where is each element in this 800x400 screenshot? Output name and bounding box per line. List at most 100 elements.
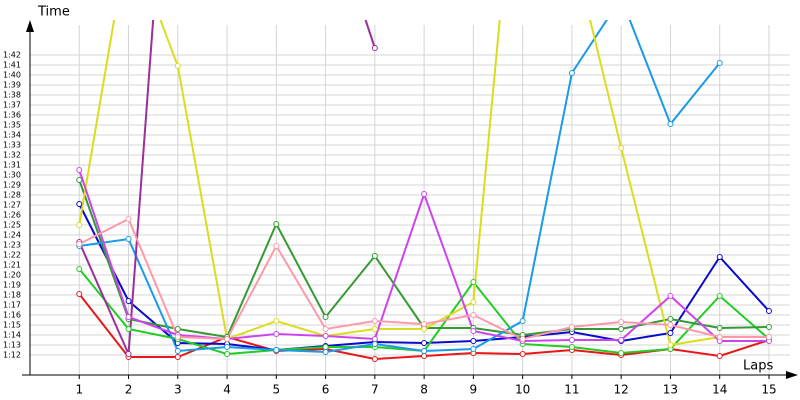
point-marker — [322, 314, 329, 320]
point-marker — [716, 353, 723, 359]
x-tick-label: 8 — [420, 383, 428, 397]
point-marker — [224, 351, 231, 357]
y-tick-label: 1:42 — [3, 51, 21, 60]
point-marker — [421, 348, 428, 354]
point-marker — [76, 177, 83, 183]
x-tick-label: 4 — [223, 383, 231, 397]
y-tick-label: 1:13 — [3, 341, 21, 350]
point-marker — [765, 334, 772, 340]
point-marker — [273, 347, 280, 353]
point-marker — [470, 346, 477, 352]
x-tick-label: 14 — [712, 383, 727, 397]
x-tick-label: 12 — [614, 383, 629, 397]
y-axis-arrow — [26, 20, 34, 32]
point-marker — [618, 145, 625, 151]
point-marker — [273, 331, 280, 337]
point-marker — [667, 342, 674, 348]
point-marker — [568, 337, 575, 343]
x-tick-label: 1 — [75, 383, 83, 397]
point-marker — [224, 336, 231, 342]
point-marker — [667, 316, 674, 322]
point-marker — [716, 254, 723, 260]
point-marker — [667, 330, 674, 336]
point-marker — [76, 266, 83, 272]
y-tick-label: 1:35 — [3, 121, 21, 130]
y-tick-label: 1:29 — [3, 181, 21, 190]
point-marker — [716, 325, 723, 331]
y-tick-label: 1:25 — [3, 221, 21, 230]
point-marker — [174, 354, 181, 360]
y-tick-label: 1:40 — [3, 71, 21, 80]
point-marker — [421, 191, 428, 197]
point-marker — [421, 340, 428, 346]
point-marker — [470, 338, 477, 344]
point-marker — [618, 350, 625, 356]
y-tick-label: 1:31 — [3, 161, 21, 170]
y-tick-label: 1:37 — [3, 101, 21, 110]
point-marker — [125, 314, 132, 320]
plot-area — [76, 0, 772, 362]
point-marker — [125, 326, 132, 332]
y-tick-label: 1:18 — [3, 291, 21, 300]
point-marker — [125, 298, 132, 304]
point-marker — [273, 318, 280, 324]
point-marker — [273, 221, 280, 227]
point-marker — [667, 293, 674, 299]
y-tick-label: 1:26 — [3, 211, 21, 220]
point-marker — [470, 328, 477, 334]
y-tick-label: 1:12 — [3, 351, 21, 360]
point-marker — [224, 344, 231, 350]
point-marker — [125, 216, 132, 222]
point-marker — [421, 353, 428, 359]
y-tick-label: 1:34 — [3, 131, 21, 140]
point-marker — [174, 334, 181, 340]
point-marker — [618, 319, 625, 325]
point-marker — [322, 349, 329, 355]
point-marker — [371, 318, 378, 324]
point-marker — [125, 236, 132, 242]
point-marker — [470, 299, 477, 305]
y-tick-label: 1:20 — [3, 271, 21, 280]
point-marker — [322, 344, 329, 350]
y-tick-label: 1:33 — [3, 141, 21, 150]
point-marker — [125, 351, 132, 357]
y-tick-label: 1:19 — [3, 281, 21, 290]
x-axis-arrow — [786, 371, 798, 379]
point-marker — [76, 201, 83, 207]
y-tick-label: 1:41 — [3, 61, 21, 70]
x-tick-label: 9 — [470, 383, 478, 397]
x-tick-label: 3 — [174, 383, 182, 397]
x-tick-label: 5 — [273, 383, 281, 397]
point-marker — [568, 324, 575, 330]
point-marker — [421, 321, 428, 327]
point-marker — [667, 322, 674, 328]
point-marker — [371, 45, 378, 51]
point-marker — [568, 344, 575, 350]
point-marker — [619, 0, 624, 1]
y-axis-label: Time — [37, 5, 70, 20]
point-marker — [371, 253, 378, 259]
y-tick-label: 1:15 — [3, 321, 21, 330]
x-tick-label: 6 — [322, 383, 330, 397]
point-marker — [76, 222, 83, 228]
point-marker — [519, 336, 526, 342]
y-tick-label: 1:32 — [3, 151, 21, 160]
point-marker — [76, 167, 83, 173]
x-tick-label: 13 — [663, 383, 678, 397]
y-tick-label: 1:36 — [3, 111, 21, 120]
x-axis-label: Laps — [743, 359, 773, 374]
x-tick-label: 15 — [761, 383, 776, 397]
point-marker — [371, 326, 378, 332]
point-marker — [519, 351, 526, 357]
point-marker — [371, 356, 378, 362]
y-tick-label: 1:23 — [3, 241, 21, 250]
point-marker — [618, 337, 625, 343]
point-marker — [174, 63, 181, 69]
point-marker — [765, 308, 772, 314]
x-tick-label: 2 — [125, 383, 133, 397]
point-marker — [371, 341, 378, 347]
point-marker — [519, 318, 526, 324]
point-marker — [76, 241, 83, 247]
y-tick-label: 1:27 — [3, 201, 21, 210]
point-marker — [716, 334, 723, 340]
